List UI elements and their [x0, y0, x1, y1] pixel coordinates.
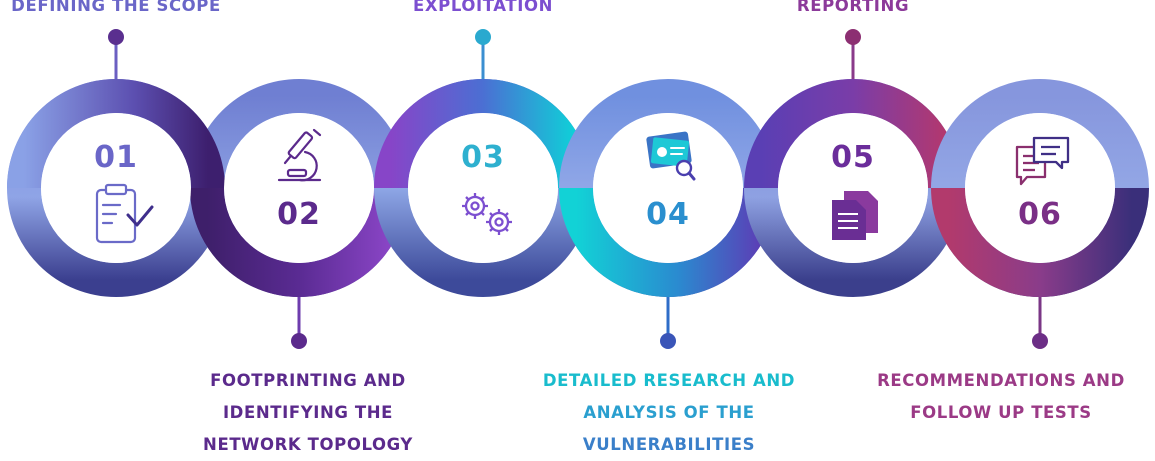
connector-dot-01 — [108, 29, 124, 45]
documents-icon — [832, 191, 878, 240]
ring-03-arc — [374, 79, 592, 189]
step-label-05: REPORTING — [796, 0, 910, 15]
ring-05-arc — [744, 79, 962, 189]
ring-02-arc — [190, 187, 408, 297]
ring-01-arc — [7, 79, 225, 189]
microscope-icon — [277, 128, 322, 182]
step-number-03: 03 — [461, 140, 505, 175]
step-label-03: EXPLOITATION — [412, 0, 554, 15]
step-label-04: DETAILED RESEARCH AND ANALYSIS OF THE VU… — [542, 371, 796, 454]
step-label-02: FOOTPRINTING AND IDENTIFYING THE NETWORK… — [203, 371, 413, 454]
step-label-06: RECOMMENDATIONS AND FOLLOW UP TESTS — [877, 371, 1125, 422]
step-number-06: 06 — [1018, 197, 1062, 232]
step-number-05: 05 — [831, 140, 875, 175]
report-analysis-icon — [646, 131, 696, 181]
connector-dot-03 — [475, 29, 491, 45]
step-number-04: 04 — [646, 197, 690, 232]
clipboard-check-icon — [95, 183, 154, 244]
connector-dot-02 — [291, 333, 307, 349]
chat-bubbles-icon — [1015, 136, 1070, 186]
ring-06-arc — [931, 187, 1149, 297]
step-number-01: 01 — [94, 140, 138, 175]
gears-icon — [462, 193, 512, 235]
connector-dot-05 — [845, 29, 861, 45]
connector-dot-06 — [1032, 333, 1048, 349]
step-label-01: DEFINING THE SCOPE — [11, 0, 221, 15]
ring-04-arc — [559, 187, 777, 297]
connector-dot-04 — [660, 333, 676, 349]
step-number-02: 02 — [277, 197, 321, 232]
